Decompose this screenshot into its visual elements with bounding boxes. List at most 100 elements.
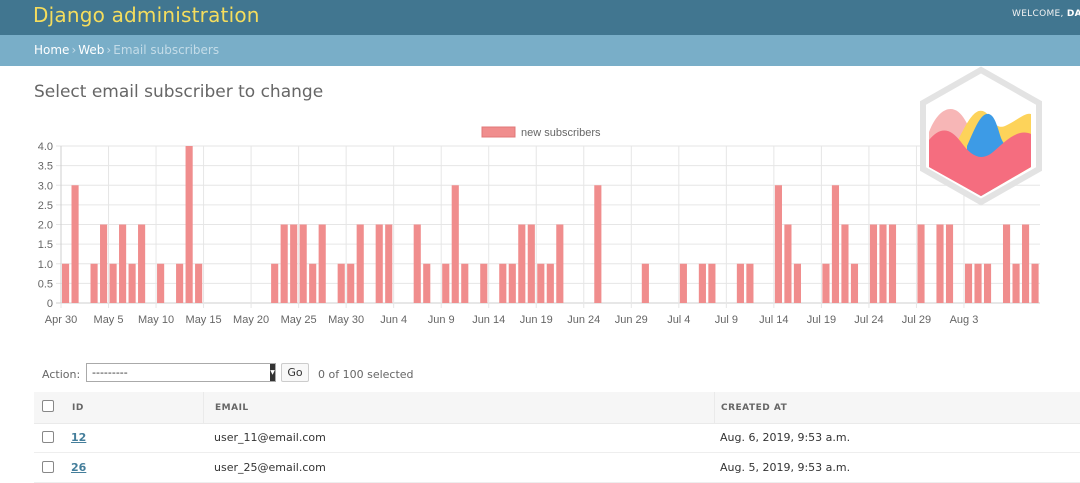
chart-bar[interactable] (974, 263, 982, 303)
chart-bar[interactable] (983, 263, 992, 303)
x-tick-label: May 30 (328, 314, 364, 326)
chart-bar[interactable] (917, 224, 925, 304)
chart-bar[interactable] (423, 263, 431, 303)
chart-bar[interactable] (518, 224, 526, 304)
chart-bar[interactable] (309, 263, 317, 303)
chart-bar[interactable] (176, 263, 184, 303)
table-header-row: ID EMAIL CREATED AT (34, 392, 1080, 424)
chart-bar[interactable] (945, 224, 954, 304)
chart-bar[interactable] (746, 263, 754, 303)
chart-bar[interactable] (157, 263, 165, 303)
x-tick-label: Jun 24 (567, 314, 600, 326)
breadcrumb-app-link[interactable]: Web (78, 43, 105, 57)
x-tick-label: May 10 (138, 314, 174, 326)
row-id-link[interactable]: 12 (71, 431, 87, 444)
chart-bar[interactable] (708, 263, 716, 303)
chart-bar[interactable] (128, 263, 136, 303)
chart-bar[interactable] (299, 224, 307, 304)
column-header-id[interactable]: ID (72, 403, 84, 413)
chart-bar[interactable] (888, 224, 897, 304)
chart-bar[interactable] (461, 263, 469, 303)
chart-bar[interactable] (831, 185, 840, 303)
table-row: 26 user_25@email.com Aug. 5, 2019, 9:53 … (34, 453, 1080, 483)
x-tick-label: Jul 29 (902, 314, 931, 326)
go-button[interactable]: Go (281, 363, 309, 382)
row-email: user_25@email.com (214, 461, 326, 474)
chart-bar[interactable] (594, 185, 602, 303)
chart-bar[interactable] (62, 263, 70, 303)
chart-bar[interactable] (736, 263, 744, 303)
chart-bar[interactable] (784, 224, 792, 304)
chart-bar[interactable] (451, 185, 459, 303)
chart-bar[interactable] (793, 263, 802, 303)
legend-swatch (481, 126, 516, 138)
x-tick-label: Jun 14 (472, 314, 505, 326)
row-email: user_11@email.com (214, 431, 326, 444)
y-tick-label: 3.5 (38, 161, 53, 173)
y-tick-label: 0 (47, 298, 53, 310)
chart-bar[interactable] (1021, 224, 1030, 304)
table-row: 12 user_11@email.com Aug. 6, 2019, 9:53 … (34, 423, 1080, 453)
chart-bar[interactable] (375, 224, 383, 304)
chart-bar[interactable] (1031, 263, 1039, 303)
row-checkbox[interactable] (42, 431, 54, 443)
column-divider (714, 392, 715, 423)
chart-bar[interactable] (850, 263, 859, 303)
chart-bar[interactable] (822, 263, 830, 303)
chart-bar[interactable] (641, 263, 649, 303)
chart-bar[interactable] (71, 185, 79, 303)
chart-bar[interactable] (1002, 224, 1011, 304)
chart-bar[interactable] (119, 224, 127, 304)
chart-bar[interactable] (556, 224, 564, 304)
row-created-at: Aug. 6, 2019, 9:53 a.m. (720, 431, 851, 444)
chart-bar[interactable] (318, 224, 326, 304)
chart-bar[interactable] (546, 263, 554, 303)
chart-bar[interactable] (841, 224, 849, 304)
chart-bar[interactable] (100, 224, 108, 304)
chart-bar[interactable] (527, 224, 535, 304)
y-tick-label: 2.5 (38, 200, 53, 212)
row-id-link[interactable]: 26 (71, 461, 87, 474)
chart-bar[interactable] (271, 263, 279, 303)
select-all-checkbox[interactable] (42, 400, 54, 412)
column-header-email[interactable]: EMAIL (215, 403, 249, 413)
breadcrumb-home-link[interactable]: Home (34, 43, 70, 57)
chart-bar[interactable] (936, 224, 944, 304)
chart-bar[interactable] (195, 263, 203, 303)
chart-bar[interactable] (280, 224, 288, 304)
site-branding[interactable]: Django administration (33, 3, 260, 27)
chart-bar[interactable] (774, 185, 782, 303)
chart-bar[interactable] (537, 263, 545, 303)
chart-bar[interactable] (356, 224, 364, 304)
chart-bar[interactable] (679, 263, 687, 303)
chart-bar[interactable] (698, 263, 706, 303)
page-title: Select email subscriber to change (34, 82, 324, 102)
chart-bar[interactable] (109, 263, 117, 303)
chart-bar[interactable] (185, 146, 193, 303)
chart-bar[interactable] (508, 263, 516, 303)
chart-bar[interactable] (442, 263, 450, 303)
chart-bar[interactable] (499, 263, 507, 303)
chart-bar[interactable] (138, 224, 146, 304)
column-header-created-at[interactable]: CREATED AT (721, 403, 788, 413)
chart-bar[interactable] (480, 263, 488, 303)
welcome-text: WELCOME, (1012, 9, 1064, 19)
breadcrumb-separator: › (106, 43, 112, 57)
chart-bar[interactable] (90, 263, 98, 303)
username: DA (1066, 9, 1080, 19)
chart-bar[interactable] (879, 224, 887, 304)
chart-bar[interactable] (347, 263, 355, 303)
chart-bar[interactable] (413, 224, 421, 304)
chart-bar[interactable] (869, 224, 878, 304)
chart-bar[interactable] (1012, 263, 1020, 303)
selection-counter: 0 of 100 selected (318, 368, 414, 381)
x-tick-label: Jul 14 (759, 314, 788, 326)
row-checkbox[interactable] (42, 461, 54, 473)
chart-bar[interactable] (385, 224, 393, 304)
chart-bar[interactable] (290, 224, 298, 304)
chart-bar[interactable] (964, 263, 973, 303)
y-tick-label: 2.0 (38, 220, 53, 232)
action-select[interactable]: --------- ▼ (86, 363, 276, 382)
header-bar: Django administration WELCOME, DA (0, 0, 1080, 35)
chart-bar[interactable] (337, 263, 345, 303)
